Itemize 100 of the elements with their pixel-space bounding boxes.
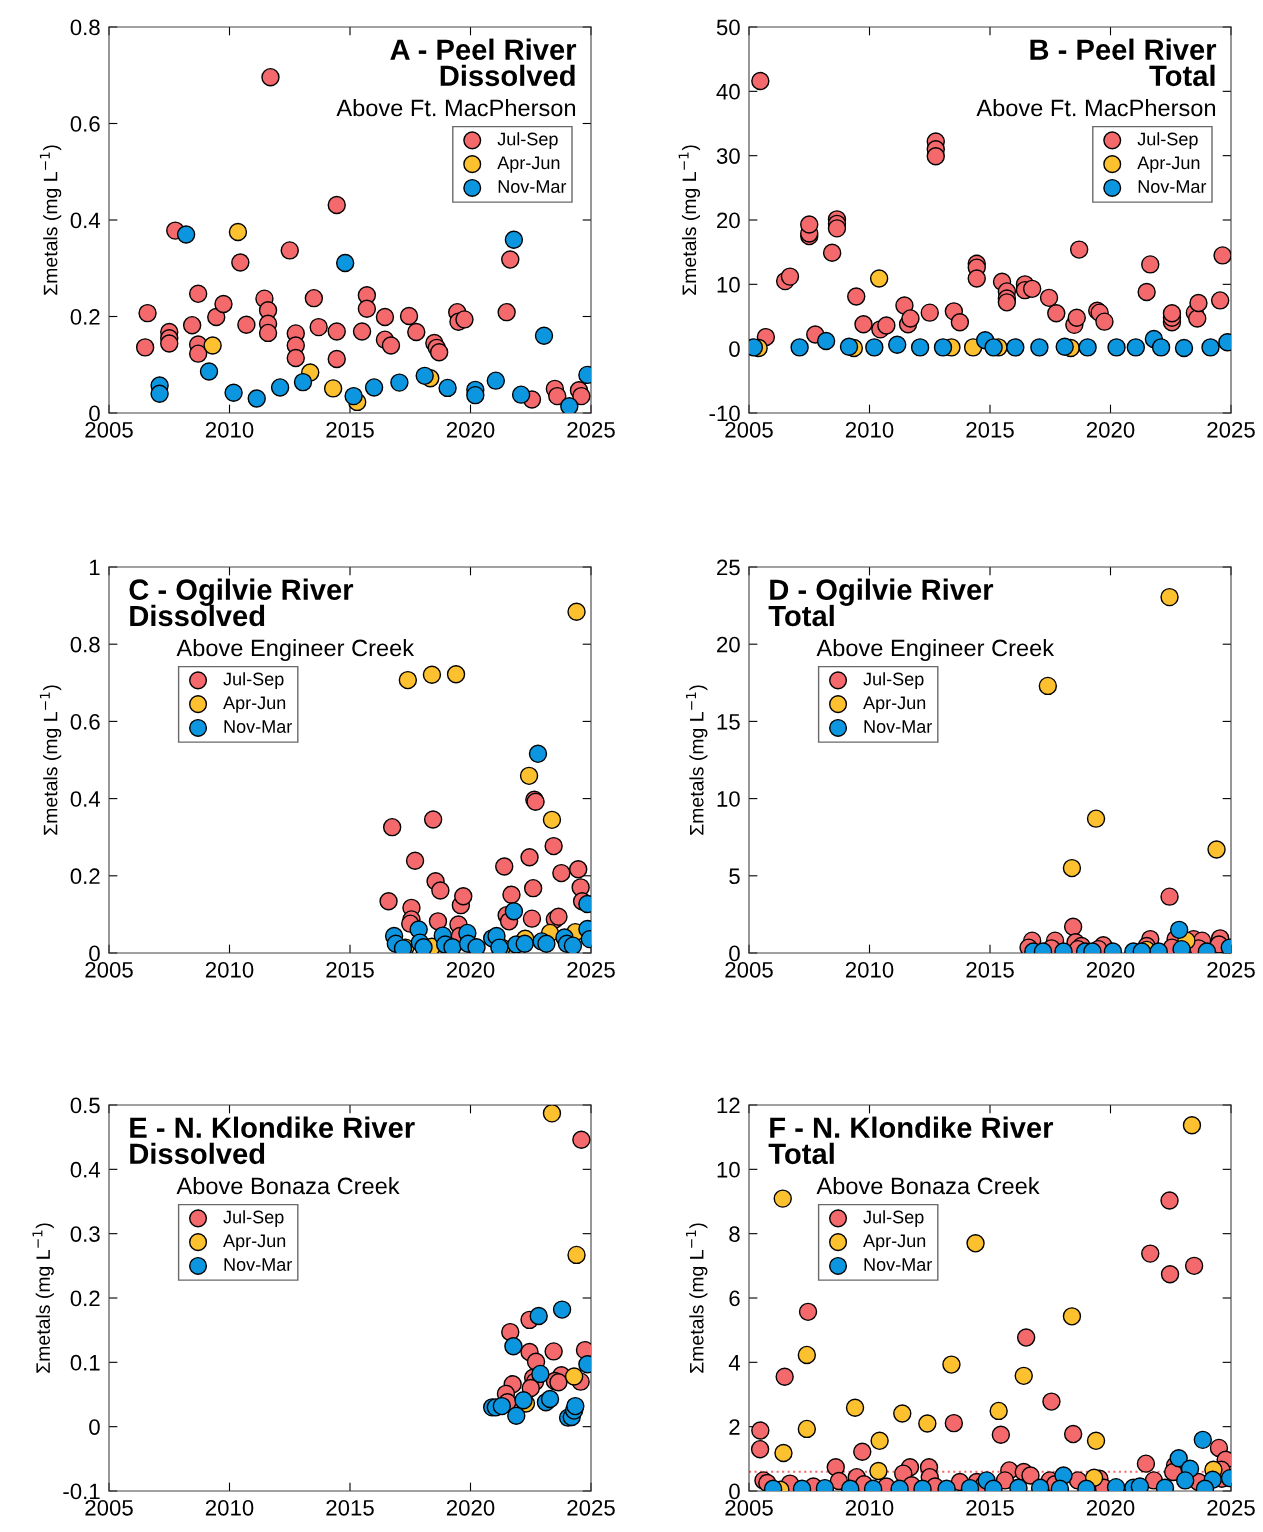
x-tick-label: 2025	[1207, 1499, 1255, 1516]
point	[542, 1105, 562, 1123]
point	[798, 1302, 818, 1322]
point	[203, 336, 222, 355]
y-tick-label: 20	[717, 212, 740, 229]
point	[1207, 840, 1226, 859]
y-tick-label: 0	[729, 1483, 740, 1500]
point	[1174, 338, 1194, 358]
y-tick-label: 4	[728, 1355, 741, 1371]
x-tick-label: 2025	[567, 421, 615, 438]
point	[375, 307, 395, 327]
legend-label: Nov-Mar	[498, 180, 567, 193]
point	[1184, 1256, 1204, 1276]
point	[877, 316, 896, 335]
point	[1022, 279, 1042, 299]
point	[944, 1413, 964, 1433]
point	[309, 317, 328, 337]
x-tick-label: 2005	[725, 961, 773, 978]
point	[523, 878, 543, 898]
y-tick-label: 40	[716, 83, 740, 100]
x-tick-label: 2015	[966, 421, 1014, 438]
point	[1038, 676, 1058, 696]
point	[534, 326, 554, 346]
point	[1055, 337, 1074, 356]
point	[750, 1439, 770, 1459]
x-tick-label: 2010	[845, 961, 894, 978]
y-tick-label: 5	[729, 868, 740, 885]
y-axis-title: Σmetals (mg L$^{−1}$)	[39, 145, 62, 295]
point	[845, 1398, 865, 1417]
point	[869, 269, 889, 288]
x-tick-label: 2005	[725, 1499, 773, 1516]
y-axis-title: Σmetals (mg L$^{−1}$)	[32, 1223, 54, 1373]
point	[572, 1130, 591, 1149]
point	[247, 389, 266, 408]
text: C - Ogilvie River Dissolved	[129, 578, 354, 627]
y-tick-label: -0.1	[63, 1483, 100, 1500]
point	[454, 887, 473, 906]
point	[520, 848, 539, 867]
point	[1136, 1454, 1156, 1473]
point	[775, 1367, 794, 1387]
legend-label: Nov-Mar	[224, 720, 292, 733]
y-axis-title: Σmetals (mg L$^{−1}$)	[686, 1223, 708, 1373]
point	[327, 349, 346, 369]
point	[1069, 240, 1089, 259]
x-tick-label: 2005	[85, 1499, 133, 1516]
x-tick-label: 2025	[567, 1499, 615, 1516]
point	[997, 293, 1017, 312]
point	[910, 338, 930, 357]
point	[1160, 1264, 1180, 1284]
point	[1042, 1392, 1061, 1411]
point	[888, 335, 907, 355]
point	[379, 892, 398, 911]
x-tick-label: 2020	[1086, 961, 1135, 978]
text: Above Ft. MacPherson	[336, 98, 576, 117]
legend-label: Jul-Sep	[223, 1210, 284, 1227]
point	[497, 302, 516, 322]
point	[182, 315, 202, 335]
point	[1016, 1328, 1036, 1347]
legend-label: Jul-Sep	[863, 672, 924, 689]
y-tick-label: 0	[89, 945, 100, 962]
y-tick-label: 15	[717, 714, 740, 730]
point	[751, 71, 770, 91]
point	[544, 836, 563, 856]
point	[390, 373, 409, 392]
point	[150, 384, 169, 403]
point	[548, 386, 567, 406]
y-tick-label: 0.6	[70, 116, 100, 132]
x-tick-label: 2005	[85, 961, 133, 978]
legend-label: Jul-Sep	[1137, 132, 1198, 149]
point	[207, 307, 226, 327]
y-tick-label: 0	[89, 405, 100, 422]
x-tick-label: 2015	[966, 961, 1014, 978]
point	[261, 67, 280, 87]
point	[950, 313, 970, 332]
point	[567, 602, 586, 621]
point	[228, 222, 248, 242]
point	[567, 1245, 586, 1265]
point	[405, 851, 425, 870]
point	[429, 343, 449, 362]
point	[847, 287, 866, 306]
point	[138, 303, 157, 323]
y-tick-label: 0.1	[70, 1354, 100, 1371]
point	[790, 338, 809, 357]
x-tick-label: 2010	[845, 421, 894, 438]
point	[199, 362, 219, 381]
y-tick-label: 50	[716, 19, 740, 36]
point	[1151, 338, 1171, 357]
point	[352, 322, 372, 341]
point	[214, 294, 233, 314]
y-tick-label: -10	[709, 405, 740, 422]
y-tick-label: 0.8	[70, 19, 100, 36]
text: Above Ft. MacPherson	[976, 98, 1216, 117]
point	[364, 378, 384, 397]
y-tick-label: 0.4	[70, 791, 101, 807]
point	[1160, 1191, 1179, 1210]
point	[492, 1396, 512, 1416]
y-tick-label: 20	[717, 636, 740, 653]
point	[865, 338, 884, 357]
point	[323, 379, 343, 398]
legend-label: Nov-Mar	[864, 1258, 932, 1271]
